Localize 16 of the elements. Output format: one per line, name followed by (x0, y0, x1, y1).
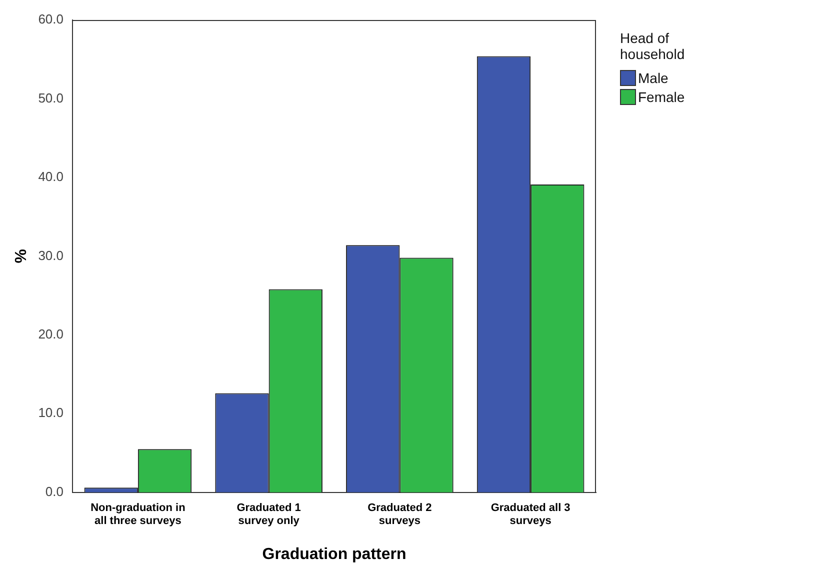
x-tick-label: Graduated 1 survey only (236, 502, 301, 528)
x-tick-label: Graduated all 3 surveys (490, 502, 570, 528)
x-axis-title: Graduation pattern (262, 546, 406, 563)
x-tick-label: Graduated 2 surveys (368, 502, 432, 528)
y-tick-label: 0.0 (45, 484, 64, 499)
x-tick-label: Non-graduation in all three surveys (90, 502, 186, 528)
y-axis-title: % (13, 249, 30, 264)
y-tick-label: 30.0 (38, 248, 64, 263)
y-tick-label: 50.0 (38, 90, 64, 106)
y-tick-label: 40.0 (38, 169, 64, 184)
legend-label: Male (638, 70, 668, 86)
legend-title: Head of household (620, 30, 686, 62)
y-tick-label: 10.0 (38, 405, 64, 420)
legend-label: Female (638, 88, 685, 104)
y-tick-label: 20.0 (38, 326, 64, 342)
y-tick-label: 60.0 (38, 12, 64, 27)
